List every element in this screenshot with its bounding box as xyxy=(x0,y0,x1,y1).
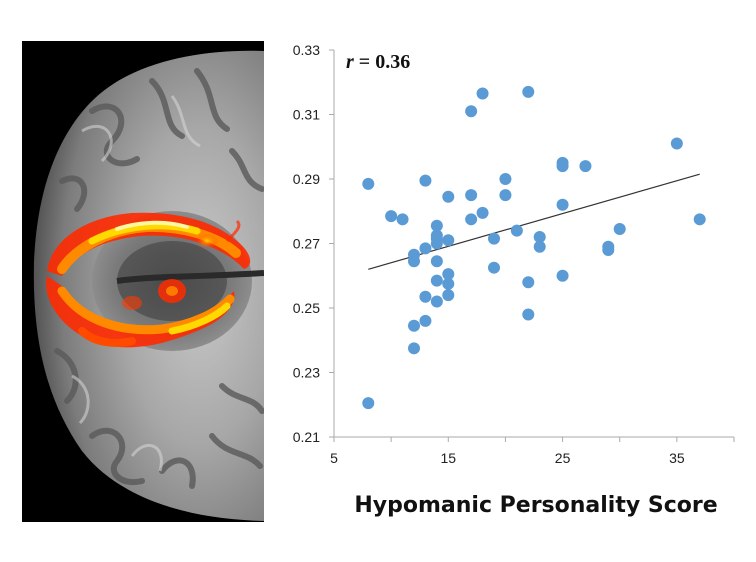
data-points xyxy=(362,85,706,410)
y-tick-label: 0.33 xyxy=(293,42,320,58)
data-point xyxy=(430,219,443,232)
data-point xyxy=(499,173,512,185)
data-point xyxy=(556,269,569,282)
data-point xyxy=(419,174,432,187)
data-point xyxy=(499,189,512,202)
data-point xyxy=(465,189,478,202)
data-point xyxy=(670,137,683,150)
scatter-chart: 0.21 0.23 0.25 0.27 0.29 0.31 0.33 5 15 25 35 r =… xyxy=(293,42,735,518)
data-point xyxy=(465,105,478,118)
correlation-annotation: r = 0.36 xyxy=(346,51,410,73)
x-tick-label: 15 xyxy=(440,450,456,466)
data-point xyxy=(396,213,409,226)
data-point xyxy=(602,243,615,256)
data-point xyxy=(613,222,626,235)
brain-mri-image xyxy=(22,41,264,522)
x-axis-label: Hypomanic Personality Score xyxy=(354,493,717,518)
data-point xyxy=(510,224,523,237)
y-tick-label: 0.23 xyxy=(293,365,320,381)
data-point xyxy=(522,85,535,98)
data-point xyxy=(430,295,443,308)
data-point xyxy=(476,206,489,219)
y-axis-ticks: 0.21 0.23 0.25 0.27 0.29 0.31 0.33 xyxy=(293,42,334,445)
data-point xyxy=(533,240,546,253)
y-tick-label: 0.21 xyxy=(293,429,320,445)
data-point xyxy=(430,274,443,287)
data-point xyxy=(385,210,398,223)
data-point xyxy=(442,190,455,203)
x-tick-label: 35 xyxy=(669,450,685,466)
data-point xyxy=(488,261,500,274)
data-point xyxy=(556,160,569,173)
x-axis-ticks: 5 15 25 35 xyxy=(330,437,735,466)
data-point xyxy=(556,198,569,211)
data-point xyxy=(362,397,375,410)
y-tick-label: 0.29 xyxy=(293,171,320,187)
data-point xyxy=(408,255,420,268)
data-point xyxy=(476,87,489,100)
data-point xyxy=(442,268,455,281)
data-point xyxy=(442,289,455,302)
data-point xyxy=(488,232,500,245)
data-point xyxy=(419,314,432,327)
data-point xyxy=(419,290,432,303)
x-tick-label: 25 xyxy=(555,450,571,466)
data-point xyxy=(442,234,455,247)
data-point xyxy=(408,319,420,332)
data-point xyxy=(579,160,592,173)
chart-axes xyxy=(333,50,734,438)
y-tick-label: 0.31 xyxy=(293,107,320,123)
y-tick-label: 0.27 xyxy=(293,236,320,252)
data-point xyxy=(465,213,478,226)
data-point xyxy=(408,342,420,355)
data-point xyxy=(533,231,546,244)
data-point xyxy=(693,213,706,226)
y-tick-label: 0.25 xyxy=(293,300,320,316)
data-point xyxy=(442,277,455,290)
x-tick-label: 5 xyxy=(330,450,338,466)
data-point xyxy=(522,276,535,289)
data-point xyxy=(430,255,443,268)
data-point xyxy=(419,242,432,255)
data-point xyxy=(430,237,443,250)
data-point xyxy=(522,308,535,321)
data-point xyxy=(362,177,375,190)
